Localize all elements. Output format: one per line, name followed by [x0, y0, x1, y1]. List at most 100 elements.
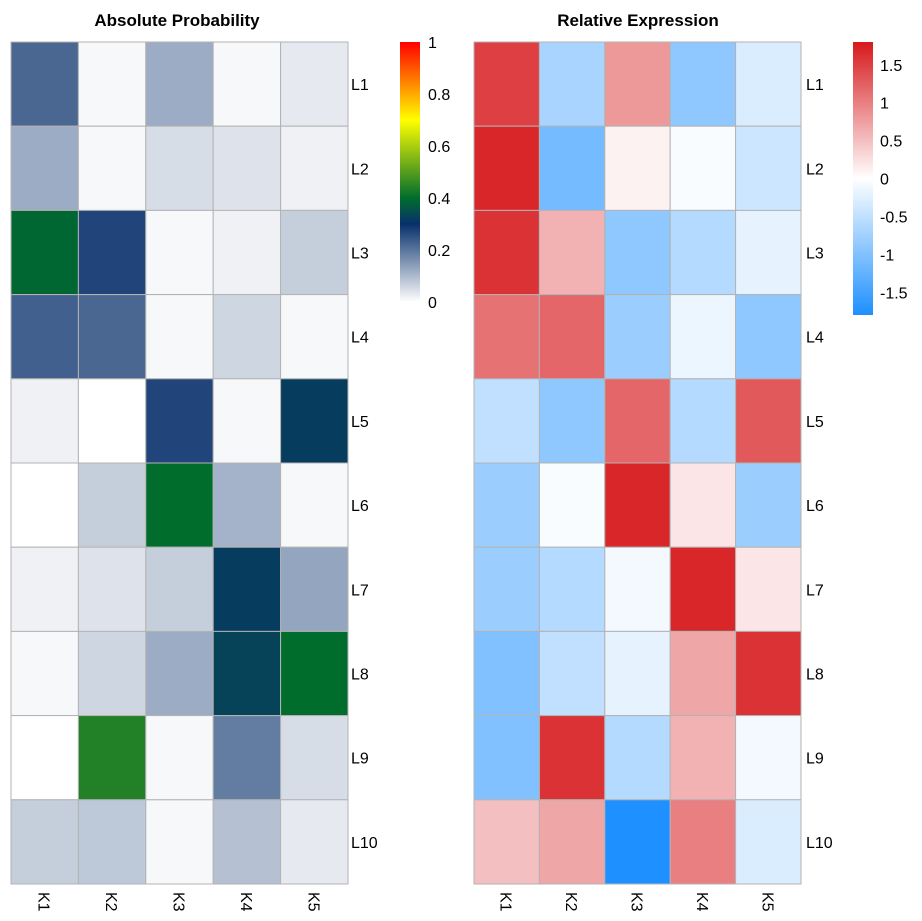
row-label-l1: L1 — [806, 77, 824, 94]
relative-expression-cells — [473, 41, 802, 885]
heatmap-cell-l5-k2 — [77, 378, 147, 464]
heatmap-cell-l9-k3 — [145, 715, 214, 801]
legend-tick-label: 1 — [880, 96, 889, 113]
heatmap-cell-l8-k4 — [669, 630, 737, 717]
heatmap-cell-l4-k5 — [280, 294, 349, 380]
legend-tick-label: -1.5 — [880, 285, 908, 302]
heatmap-cell-l6-k5 — [735, 462, 802, 548]
heatmap-cell-l10-k4 — [669, 799, 737, 885]
heatmap-cell-l4-k1 — [473, 294, 540, 380]
heatmap-cell-l7-k2 — [77, 546, 147, 632]
column-label-k2: K2 — [102, 892, 119, 912]
column-label-k5: K5 — [758, 892, 775, 912]
heatmap-cell-l9-k5 — [280, 715, 349, 801]
heatmap-cell-l9-k4 — [212, 715, 282, 801]
heatmap-cell-l10-k2 — [77, 799, 147, 885]
heatmap-cell-l6-k5 — [280, 462, 349, 548]
heatmap-cell-l7-k3 — [145, 546, 214, 632]
heatmap-cell-l5-k4 — [669, 378, 737, 464]
heatmap-cell-l3-k3 — [145, 209, 214, 296]
heatmap-cell-l5-k4 — [212, 378, 282, 464]
heatmap-cell-l6-k3 — [604, 462, 671, 548]
heatmap-cell-l1-k2 — [77, 41, 147, 127]
heatmap-cell-l3-k5 — [735, 209, 802, 296]
heatmap-cell-l2-k4 — [212, 125, 282, 211]
heatmap-cell-l9-k2 — [77, 715, 147, 801]
absolute-probability-title: Absolute Probability — [94, 11, 260, 30]
heatmap-cell-l4-k4 — [212, 294, 282, 380]
heatmap-cell-l4-k3 — [145, 294, 214, 380]
heatmap-cell-l9-k5 — [735, 715, 802, 801]
heatmap-cell-l1-k4 — [669, 41, 737, 127]
heatmap-cell-l10-k3 — [604, 799, 671, 885]
relative-expression-title: Relative Expression — [557, 11, 719, 30]
heatmap-cell-l10-k5 — [735, 799, 802, 885]
row-label-l8: L8 — [806, 667, 824, 684]
heatmap-cell-l8-k1 — [10, 630, 79, 717]
relative-expression-colorbar — [853, 42, 873, 315]
heatmap-cell-l8-k4 — [212, 630, 282, 717]
heatmap-cell-l5-k5 — [280, 378, 349, 464]
row-label-l6: L6 — [351, 498, 369, 515]
absolute-probability-cells — [10, 41, 349, 885]
absolute-probability-row-labels: L1 L2 L3 L4 L5 L6 L7 L8 L9 L10 — [351, 77, 378, 852]
heatmap-cell-l5-k2 — [538, 378, 606, 464]
heatmap-cell-l5-k5 — [735, 378, 802, 464]
row-label-l3: L3 — [806, 246, 824, 263]
heatmap-cell-l1-k3 — [145, 41, 214, 127]
relative-expression-legend: 1.5 1 0.5 0 -0.5 -1 -1.5 — [853, 42, 908, 315]
heatmap-cell-l5-k1 — [10, 378, 79, 464]
heatmap-cell-l10-k5 — [280, 799, 349, 885]
legend-tick-label: 1.5 — [880, 58, 902, 75]
row-label-l6: L6 — [806, 498, 824, 515]
heatmap-cell-l8-k3 — [145, 630, 214, 717]
heatmap-cell-l7-k1 — [473, 546, 540, 632]
legend-tick-label: 0.8 — [428, 87, 450, 104]
legend-tick-label: -0.5 — [880, 209, 908, 226]
row-label-l9: L9 — [806, 751, 824, 768]
heatmap-cell-l2-k3 — [604, 125, 671, 211]
heatmap-cell-l7-k1 — [10, 546, 79, 632]
heatmap-cell-l1-k2 — [538, 41, 606, 127]
row-label-l10: L10 — [806, 835, 833, 852]
row-label-l8: L8 — [351, 667, 369, 684]
heatmap-cell-l7-k3 — [604, 546, 671, 632]
column-label-k3: K3 — [170, 892, 187, 912]
row-label-l4: L4 — [351, 330, 369, 347]
row-label-l1: L1 — [351, 77, 369, 94]
row-label-l9: L9 — [351, 751, 369, 768]
absolute-probability-colorbar — [400, 42, 420, 302]
heatmap-cell-l9-k1 — [10, 715, 79, 801]
legend-tick-label: 0.4 — [428, 191, 450, 208]
heatmap-cell-l4-k3 — [604, 294, 671, 380]
heatmap-cell-l10-k3 — [145, 799, 214, 885]
heatmap-cell-l1-k5 — [735, 41, 802, 127]
heatmap-cell-l10-k4 — [212, 799, 282, 885]
heatmap-cell-l1-k5 — [280, 41, 349, 127]
heatmap-cell-l8-k1 — [473, 630, 540, 717]
legend-tick-label: -1 — [880, 247, 894, 264]
heatmap-cell-l3-k2 — [77, 209, 147, 296]
relative-expression-heatmap: Relative Expression L1L2L3L4L5L6L7L8L9L1… — [473, 11, 908, 912]
heatmap-cell-l10-k1 — [473, 799, 540, 885]
heatmap-cell-l4-k5 — [735, 294, 802, 380]
relative-expression-row-labels: L1 L2 L3 L4 L5 L6 L7 L8 L9 L10 — [806, 77, 833, 852]
legend-tick-label: 0 — [880, 172, 889, 189]
heatmap-cell-l10-k1 — [10, 799, 79, 885]
heatmap-cell-l7-k5 — [735, 546, 802, 632]
legend-tick-label: 0 — [428, 295, 437, 312]
heatmap-cell-l2-k4 — [669, 125, 737, 211]
heatmap-cell-l1-k1 — [473, 41, 540, 127]
heatmap-cell-l3-k4 — [669, 209, 737, 296]
heatmap-cell-l8-k2 — [538, 630, 606, 717]
heatmap-cell-l3-k2 — [538, 209, 606, 296]
relative-expression-column-labels: K1 K2 K3 K4 K5 — [497, 892, 776, 912]
absolute-probability-column-labels: K1 K2 K3 K4 K5 — [35, 892, 322, 912]
row-label-l5: L5 — [351, 414, 369, 431]
heatmap-cell-l2-k2 — [77, 125, 147, 211]
heatmap-cell-l3-k4 — [212, 209, 282, 296]
column-label-k1: K1 — [497, 892, 514, 912]
heatmap-cell-l5-k3 — [604, 378, 671, 464]
heatmap-cell-l6-k1 — [10, 462, 79, 548]
